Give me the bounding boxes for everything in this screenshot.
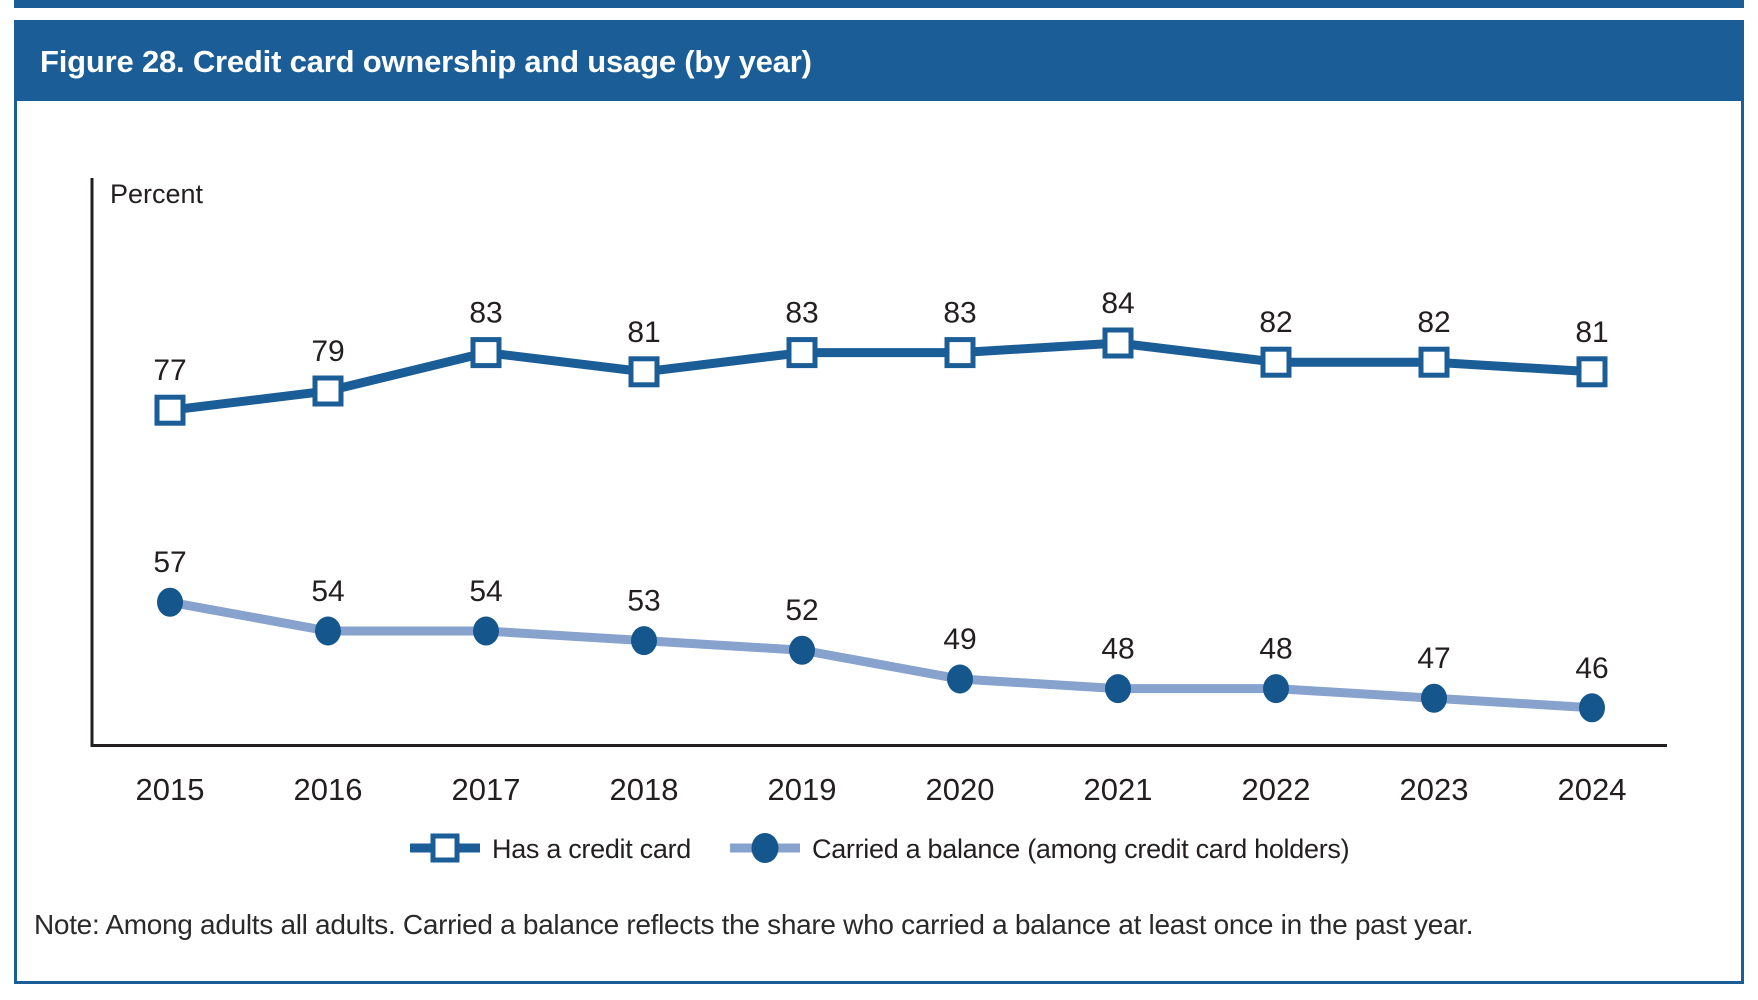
figure-note: Note: Among adults all adults. Carried a…: [34, 909, 1474, 940]
top-accent-bar: [14, 0, 1744, 8]
figure-panel: Figure 28. Credit card ownership and usa…: [14, 20, 1744, 984]
figure-title-bar: Figure 28. Credit card ownership and usa…: [17, 23, 1741, 101]
figure-title: Figure 28. Credit card ownership and usa…: [40, 44, 812, 79]
